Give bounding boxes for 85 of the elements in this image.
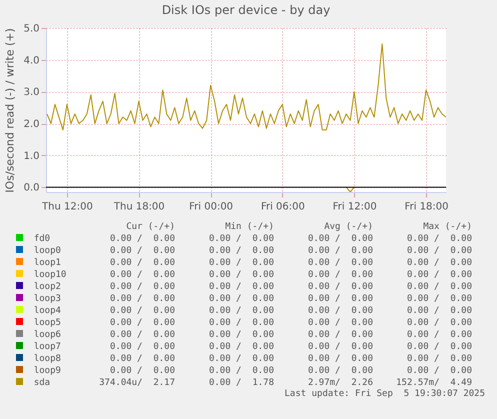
y-tick-label: 0.0 [24,182,40,194]
x-tick-label: Thu 12:00 [41,202,93,212]
legend-label: loop3 [32,293,62,305]
legend-label: sda [32,377,52,389]
legend-label: loop5 [32,317,62,329]
text: 0.00 / 0.00 [306,329,373,341]
legend-label: loop9 [32,365,62,377]
text: 0.00 / 0.00 [406,317,472,329]
text: 0.00 / 0.00 [108,245,175,257]
text: 0.00 / 0.00 [306,305,373,317]
text: 0.00 / 0.00 [406,245,472,257]
text: Last update: Fri Sep 5 19:30:07 2025 [284,389,485,399]
text: 0.00 / 0.00 [406,233,472,245]
legend-label: loop6 [32,329,62,341]
text: 0.00 / 0.00 [406,269,472,281]
text: 0.00 / 0.00 [306,233,373,245]
y-tick-label: 3.0 [24,87,40,98]
text: 0.00 / 0.00 [306,281,373,293]
text: 0.00 / 0.00 [108,293,175,305]
text: 0.00 / 0.00 [208,353,274,365]
text: 0.00 / 0.00 [406,341,472,353]
text: 0.00 / 0.00 [406,365,472,377]
text: 2.97m/ 2.26 [306,377,373,389]
text: 0.00 / 0.00 [306,245,373,257]
text: 0.00 / 0.00 [306,353,373,365]
y-axis-title: IOs/second read (-) / write (+) [4,28,17,193]
y-tick-label: 2.0 [24,119,40,130]
text: 0.00 / 0.00 [108,305,175,317]
text: Avg (-/+) [323,221,373,233]
text: 0.00 / 0.00 [208,281,274,293]
legend-label: loop2 [32,281,62,293]
text: 0.00 / 0.00 [108,329,175,341]
text: 0.00 / 0.00 [406,257,472,269]
text: 0.00 / 0.00 [406,353,472,365]
text: 0.00 / 0.00 [406,329,472,341]
y-tick-label: 4.0 [24,55,40,66]
legend-label: loop4 [32,305,62,317]
text: Cur (-/+) [125,221,175,233]
text: 0.00 / 0.00 [406,305,472,317]
text: 0.00 / 0.00 [108,257,175,269]
legend-label: loop7 [32,341,62,353]
text: 0.00 / 0.00 [306,269,373,281]
text: 0.00 / 0.00 [208,365,274,377]
y-tick-label: 1.0 [24,150,40,162]
text: 0.00 / 0.00 [306,257,373,269]
y-tick-label: 5.0 [24,24,40,34]
chart-title: Disk IOs per device - by day [162,3,330,17]
text: 0.00 / 0.00 [108,317,175,329]
text: 0.00 / 0.00 [108,269,175,281]
line-series [46,43,446,130]
legend-label: loop8 [32,353,62,365]
text: 0.00 / 0.00 [208,245,274,257]
text: Max (-/+) [422,221,472,233]
text: 0.00 / 0.00 [208,269,274,281]
text: 0.00 / 0.00 [306,293,373,305]
text: 152.57m/ 4.49 [395,377,472,389]
text: 0.00 / 0.00 [306,365,373,377]
text: 0.00 / 0.00 [406,281,472,293]
text: 0.00 / 0.00 [108,353,175,365]
text: 0.00 / 0.00 [406,293,472,305]
text: 0.00 / 0.00 [108,341,175,353]
text: 0.00 / 0.00 [108,233,175,245]
x-tick-label: Fri 00:00 [189,202,234,212]
text: 0.00 / 0.00 [108,365,175,377]
text: 0.00 / 0.00 [208,233,274,245]
text: Min (-/+) [224,221,274,233]
text: 0.00 / 0.00 [208,293,274,305]
text: 0.00 / 0.00 [208,305,274,317]
legend-label: loop0 [32,245,62,257]
text: 0.00 / 1.78 [208,377,274,389]
legend-label: loop1 [32,257,62,269]
x-tick-label: Fri 12:00 [332,202,377,212]
text: 0.00 / 0.00 [306,317,373,329]
legend-label: loop10 [32,269,68,281]
text: 0.00 / 0.00 [108,281,175,293]
text: 0.00 / 0.00 [208,317,274,329]
text: 0.00 / 0.00 [208,329,274,341]
text: 0.00 / 0.00 [306,341,373,353]
text: 374.04u/ 2.17 [98,377,175,389]
x-tick-label: Thu 18:00 [112,202,165,212]
x-tick-label: Fri 18:00 [404,202,449,212]
text: 0.00 / 0.00 [208,257,274,269]
text: 0.00 / 0.00 [208,341,274,353]
legend-label: fd0 [32,233,52,245]
x-tick-label: Fri 06:00 [260,202,305,212]
